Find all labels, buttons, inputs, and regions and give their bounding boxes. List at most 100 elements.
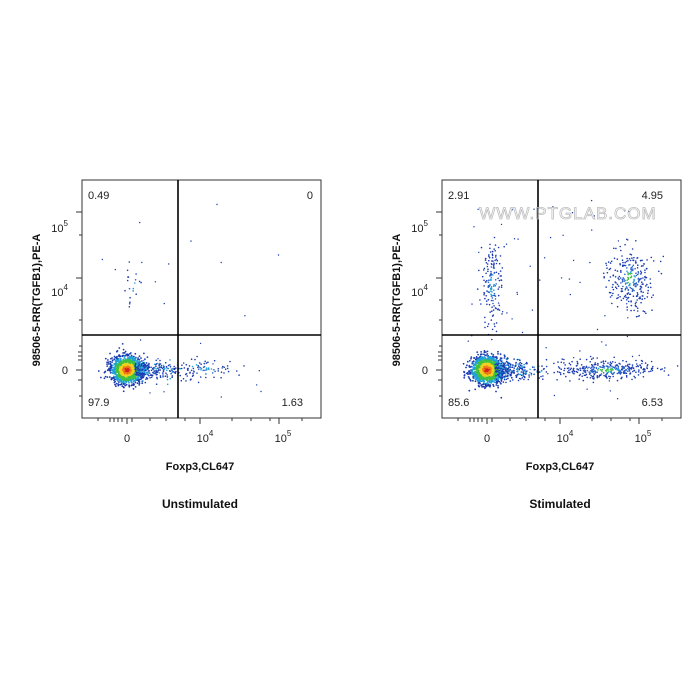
event-dot (494, 356, 497, 359)
event-dot (471, 366, 474, 368)
event-dot (123, 364, 126, 367)
event-dot (634, 303, 637, 305)
event-dot (642, 265, 644, 267)
event-dot (637, 273, 639, 276)
event-dot (183, 367, 186, 369)
event-dot (583, 374, 586, 377)
event-dot (473, 377, 476, 379)
event-dot (200, 369, 202, 371)
event-dot (134, 357, 137, 360)
event-dot (124, 375, 127, 378)
event-dot (132, 370, 134, 373)
event-dot (128, 378, 131, 380)
event-dot (488, 375, 491, 378)
event-dot (204, 360, 206, 363)
event-dot (604, 315, 606, 317)
event-dot (627, 363, 629, 366)
event-dot (517, 238, 519, 240)
event-dot (116, 369, 119, 372)
event-dot (478, 269, 480, 272)
event-dot (487, 367, 490, 370)
event-dot (132, 290, 134, 292)
event-dot (110, 357, 112, 360)
event-dot (630, 304, 633, 307)
event-dot (477, 353, 479, 356)
event-dot (130, 373, 133, 376)
event-dot (139, 221, 141, 224)
event-dot (490, 279, 492, 282)
event-dot (475, 376, 478, 379)
event-dot (148, 362, 150, 365)
event-dot (485, 377, 487, 380)
event-dot (134, 365, 136, 368)
event-dot (132, 377, 135, 380)
event-dot (625, 376, 628, 378)
event-dot (221, 367, 223, 369)
event-dot (525, 361, 528, 364)
event-dot (495, 375, 497, 377)
event-dot (123, 357, 126, 359)
event-dot (594, 363, 597, 366)
event-dot (497, 359, 500, 362)
event-dot (592, 368, 595, 371)
event-dot (125, 364, 128, 367)
event-dot (613, 356, 615, 359)
event-dot (498, 367, 500, 369)
event-dot (197, 381, 200, 384)
event-dot (594, 372, 597, 374)
event-dot (639, 278, 641, 281)
event-dot (576, 360, 578, 363)
event-dot (152, 371, 154, 374)
event-dot (558, 371, 561, 374)
event-dot (511, 366, 514, 369)
event-dot (615, 365, 617, 367)
event-dot (545, 365, 548, 368)
event-dot (106, 361, 108, 364)
event-dot (498, 373, 500, 376)
event-dot (140, 375, 143, 378)
event-dot (620, 249, 622, 252)
event-dot (100, 376, 102, 379)
event-dot (485, 365, 488, 367)
event-dot (607, 367, 609, 369)
event-dot (630, 276, 632, 279)
event-dot (652, 260, 655, 262)
event-dot (520, 378, 522, 380)
event-dot (117, 367, 119, 370)
plot-area-unstimulated (81, 179, 322, 419)
event-dot (617, 240, 620, 242)
event-dot (123, 379, 126, 381)
event-dot (660, 272, 663, 275)
event-dot (596, 357, 598, 359)
event-dot (124, 371, 127, 374)
event-dot (647, 289, 649, 292)
event-dot (579, 367, 581, 370)
event-dot (508, 367, 510, 369)
event-dot (141, 372, 144, 374)
event-dot (624, 261, 626, 264)
event-dot (502, 381, 505, 383)
event-dot (491, 291, 493, 293)
event-dot (134, 279, 137, 281)
event-dot (198, 362, 201, 364)
event-dot (129, 375, 132, 378)
event-dot (640, 277, 642, 280)
event-dot (493, 376, 496, 379)
event-dot (97, 370, 100, 372)
event-dot (117, 355, 120, 357)
event-dot (217, 368, 220, 370)
event-dot (519, 364, 522, 367)
event-dot (130, 384, 133, 387)
event-dot (115, 377, 118, 380)
event-dot (630, 270, 633, 272)
event-dot (480, 365, 483, 368)
event-dot (593, 370, 595, 373)
event-dot (474, 371, 477, 374)
event-dot (616, 398, 619, 400)
event-dot (636, 257, 639, 259)
event-dot (207, 368, 209, 370)
event-dot (498, 262, 501, 265)
event-dot (131, 367, 134, 370)
event-dot (517, 379, 520, 382)
event-dot (497, 277, 499, 280)
